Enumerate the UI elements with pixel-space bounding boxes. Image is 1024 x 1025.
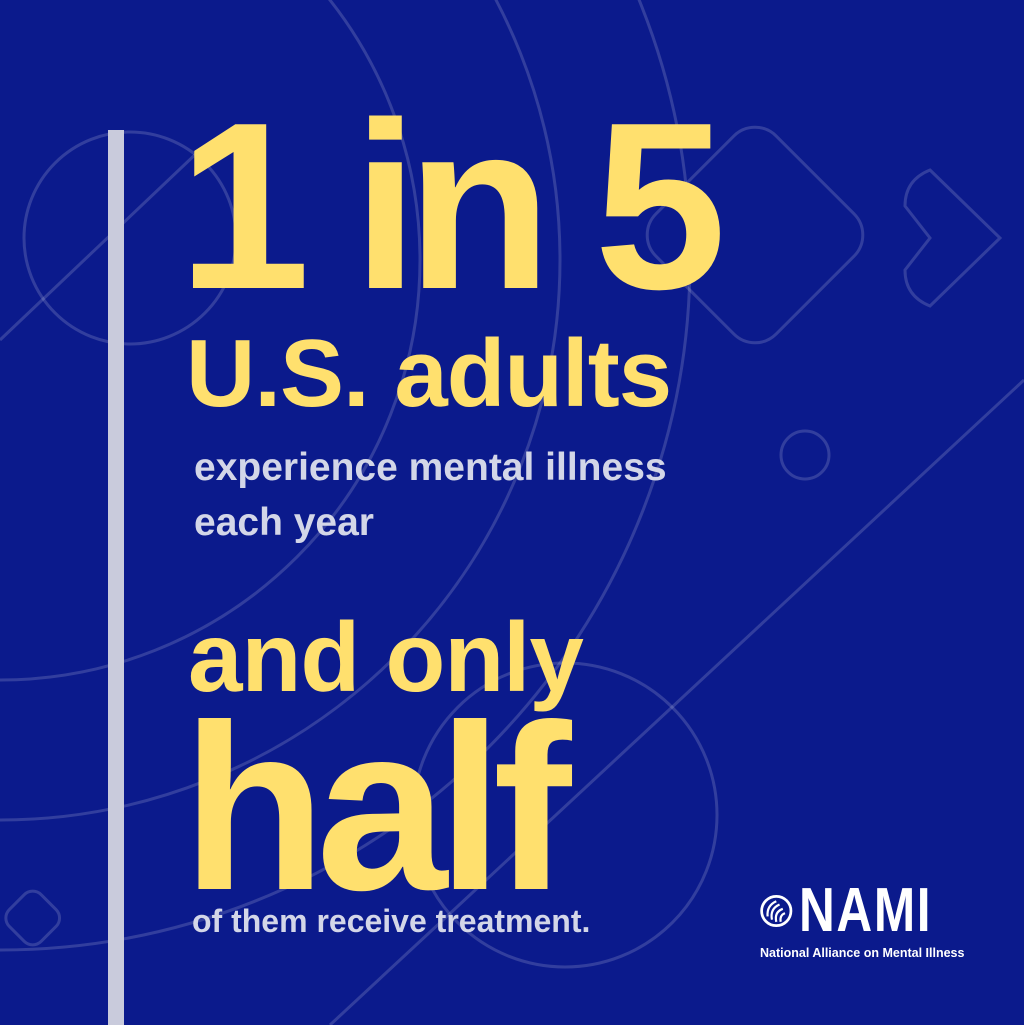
vertical-accent-bar	[108, 130, 124, 1025]
secondary-lead: and only	[188, 602, 584, 712]
headline-stat: 1 in 5	[178, 74, 726, 339]
nami-swirl-icon	[760, 894, 793, 928]
nami-logo: NAMI National Alliance on Mental Illness	[760, 876, 965, 961]
secondary-emphasis: half	[182, 676, 572, 940]
headline-detail: experience mental illness each year	[194, 446, 667, 544]
logo-tagline: National Alliance on Mental Illness	[760, 946, 965, 960]
logo-wordmark: NAMI	[798, 876, 932, 945]
headline-subject: U.S. adults	[186, 320, 672, 427]
secondary-detail: of them receive treatment.	[192, 903, 591, 939]
